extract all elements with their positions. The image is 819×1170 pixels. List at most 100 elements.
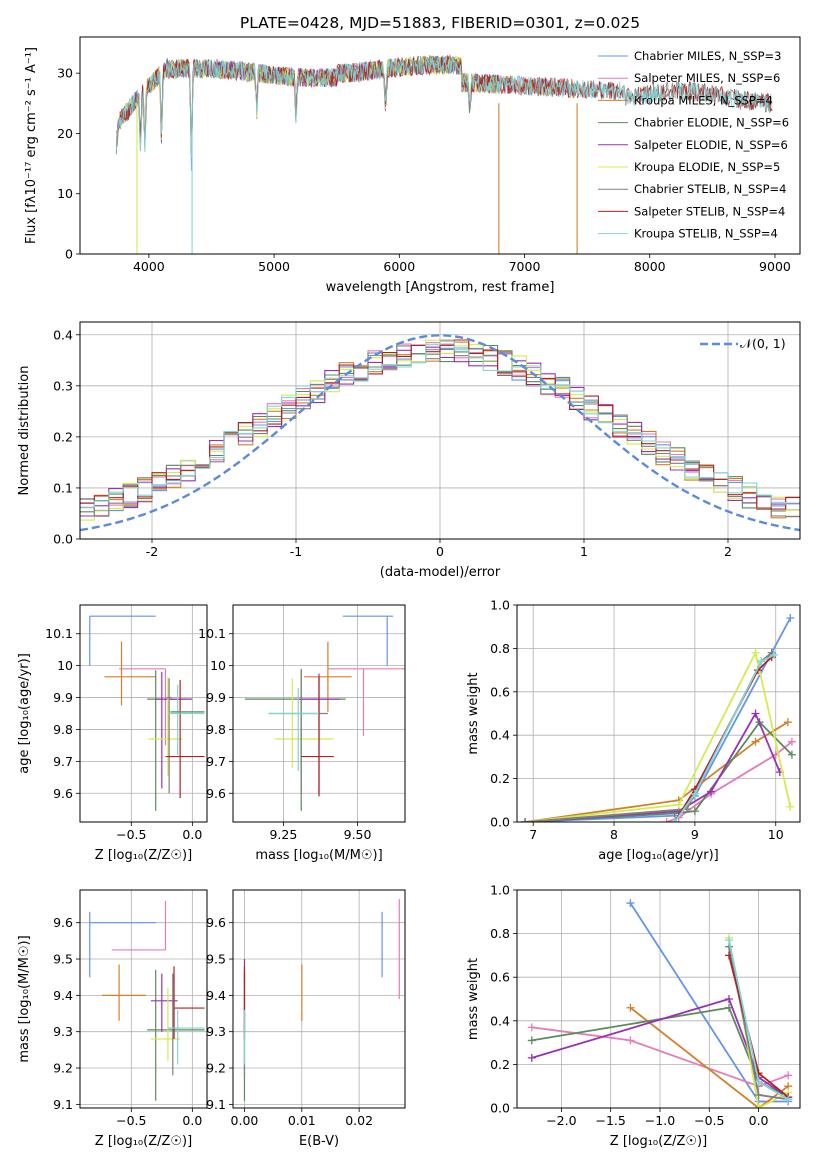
age-massweight-point-marker: [690, 789, 699, 798]
spectrum-ytick-label: 20: [57, 126, 73, 141]
ebv-mass-frame: [232, 889, 406, 1109]
z-massweight-point-marker: [626, 1036, 635, 1045]
mass-age-ytick-label: 9.8: [206, 722, 226, 737]
z-mass-xtick-label: 0.0: [182, 1113, 202, 1128]
ebv-mass-ytick-label: 9.3: [206, 1024, 226, 1039]
spectrum-ylabel: Flux [fλ10⁻¹⁷ erg cm⁻² s⁻¹ A⁻¹]: [24, 47, 39, 244]
mass-age-xtick-label: 9.25: [269, 827, 297, 842]
age-massweight-point-marker: [707, 787, 716, 796]
age-massweight-ytick-label: 0.4: [490, 728, 510, 743]
spectrum-ytick-label: 10: [57, 186, 73, 201]
residuals-ytick-label: 0.3: [53, 378, 73, 393]
z-massweight-series-line: [531, 1006, 789, 1098]
mass-age-ytick-label: 10: [210, 658, 226, 673]
mass-age-plot-area: [244, 615, 405, 811]
residuals-plot-area: [80, 334, 800, 532]
age-massweight-point-marker: [521, 818, 530, 822]
z-age-plot-area: [89, 615, 205, 811]
spectrum-xtick-label: 4000: [133, 259, 165, 274]
age-massweight-ytick-label: 1.0: [490, 598, 510, 613]
ebv-mass-ytick-label: 9.6: [206, 915, 226, 930]
spectrum-series-line: [116, 55, 499, 155]
mass-age-xlabel: mass [log₁₀(M/M☉)]: [255, 848, 382, 863]
residual-legend-label: 𝒩(0, 1): [740, 336, 786, 351]
z-age-frame: [79, 604, 208, 823]
age-massweight-series-line: [673, 656, 773, 822]
mass-age-xtick-label: 9.50: [344, 827, 372, 842]
ebv-mass-panel: 0.00 0.01 0.02 9.1 9.2 9.3 9.4 9.5 9.6 E(B-V): [206, 889, 406, 1149]
spectrum-xtick-label: 6000: [383, 259, 415, 274]
age-massweight-panel: 7 8 9 10 0.0 0.2 0.4 0.6 0.8 1.0 age [log₁₀(age/yr…: [466, 598, 801, 863]
z-age-ytick-label: 9.7: [53, 754, 73, 769]
age-massweight-xtick-label: 9: [691, 827, 699, 842]
z-massweight-ytick-label: 0.6: [490, 970, 510, 985]
age-massweight-point-marker: [751, 648, 760, 657]
z-age-ytick-label: 10: [57, 658, 73, 673]
spectrum-ytick-label: 30: [57, 66, 73, 81]
spectrum-xlabel: wavelength [Angstrom, rest frame]: [326, 280, 555, 295]
residual-histogram-series: [80, 340, 800, 508]
spectrum-legend-label: Kroupa STELIB, N_SSP=4: [634, 227, 778, 241]
z-massweight-point-marker: [784, 1071, 793, 1080]
spectrum-xtick-label: 7000: [509, 259, 541, 274]
residuals-xtick-label: -1: [290, 544, 302, 559]
spectrum-xtick-label: 8000: [634, 259, 666, 274]
z-massweight-point-marker: [784, 1095, 793, 1104]
residuals-ytick-label: 0.0: [53, 532, 73, 547]
residuals-ytick-label: 0.1: [53, 480, 73, 495]
age-massweight-point-marker: [751, 737, 760, 746]
mass-age-frame: [232, 604, 406, 823]
spectrum-legend-label: Chabrier ELODIE, N_SSP=6: [634, 116, 789, 130]
residuals-xlabel: (data-model)/error: [380, 565, 501, 580]
age-massweight-xtick-label: 10: [768, 827, 784, 842]
age-massweight-point-marker: [670, 818, 679, 822]
z-massweight-point-marker: [725, 936, 734, 945]
z-mass-ylabel: mass [log₁₀(M/M☉)]: [17, 935, 32, 1062]
z-massweight-point-marker: [626, 899, 635, 908]
z-massweight-ytick-label: 0.0: [490, 1101, 510, 1116]
age-massweight-point-marker: [674, 800, 683, 809]
z-massweight-frame: [516, 889, 801, 1109]
age-massweight-xlabel: age [log₁₀(age/yr)]: [598, 848, 719, 863]
mass-age-ytick-label: 10.1: [198, 626, 226, 641]
z-massweight-xtick-label: −0.5: [694, 1113, 724, 1128]
z-mass-panel: −0.5 0.0 9.1 9.2 9.3 9.4 9.5 9.6 Z [log₁₀(Z/Z☉)]…: [17, 889, 208, 1149]
z-massweight-series-line: [531, 1026, 789, 1088]
z-mass-ytick-label: 9.3: [53, 1024, 73, 1039]
mass-age-ytick-label: 9.7: [206, 754, 226, 769]
residuals-frame: [79, 321, 801, 540]
ebv-mass-xtick-label: 0.00: [231, 1113, 259, 1128]
age-massweight-point-marker: [786, 802, 795, 811]
z-massweight-ytick-label: 0.2: [490, 1057, 510, 1072]
mass-age-ytick-label: 9.9: [206, 690, 226, 705]
ebv-mass-xtick-label: 0.02: [345, 1113, 373, 1128]
age-massweight-point-marker: [690, 807, 699, 816]
z-massweight-point-marker: [754, 1104, 763, 1108]
z-age-ytick-label: 9.8: [53, 722, 73, 737]
z-massweight-point-marker: [754, 1090, 763, 1099]
spectrum-series-line: [115, 55, 773, 157]
z-massweight-xtick-label: 0.0: [749, 1113, 769, 1128]
ebv-mass-xlabel: E(B-V): [299, 1134, 339, 1149]
z-age-ytick-label: 10.1: [45, 626, 73, 641]
mass-age-panel: 9.25 9.50 9.6 9.7 9.8 9.9 10 10.1 mass [log₁₀(M/…: [198, 604, 406, 863]
ebv-mass-ytick-label: 9.4: [206, 988, 226, 1003]
residuals-panel: -2 -1 0 1 2 0.0 0.1 0.2 0.3 0.4 (data-model)/error…: [17, 321, 801, 580]
z-mass-xlabel: Z [log₁₀(Z/Z☉)]: [95, 1134, 192, 1149]
z-massweight-xtick-label: −2.0: [546, 1113, 576, 1128]
spectrum-panel: 4000 5000 6000 7000 8000 9000 0 10 20 30 wavelengt…: [24, 36, 801, 295]
z-mass-ytick-label: 9.1: [53, 1097, 73, 1112]
age-massweight-plot-area: [521, 614, 796, 822]
z-age-ytick-label: 9.9: [53, 690, 73, 705]
z-mass-frame: [79, 889, 208, 1109]
spectrum-legend-label: Salpeter STELIB, N_SSP=4: [634, 204, 785, 218]
spectrum-frame: [79, 36, 801, 255]
age-massweight-point-marker: [786, 614, 795, 623]
z-age-ylabel: age [log₁₀(age/yr)]: [17, 653, 32, 774]
spectrum-legend-label: Salpeter MILES, N_SSP=6: [634, 71, 780, 85]
z-massweight-panel: −2.0 −1.5 −1.0 −0.5 0.0 0.0 0.2 0.4 0.6 0.8 1.0 Z […: [466, 883, 801, 1149]
z-mass-ytick-label: 9.4: [53, 988, 73, 1003]
z-massweight-ylabel: mass weight: [466, 958, 481, 1040]
age-massweight-point-marker: [787, 750, 796, 759]
z-age-xlabel: Z [log₁₀(Z/Z☉)]: [95, 848, 192, 863]
